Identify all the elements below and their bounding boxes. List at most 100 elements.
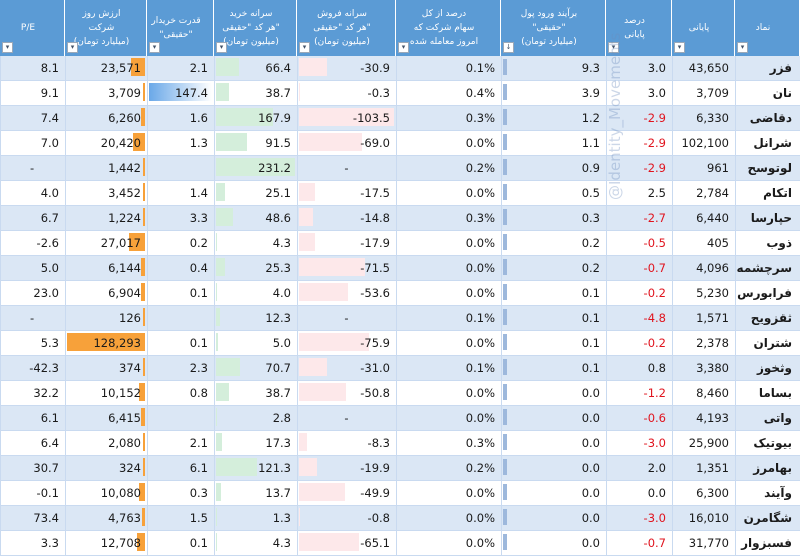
cell-pct: -2.7 [643, 211, 666, 225]
table-row[interactable]: -2.6 27,017 0.2 4.3 -17.9 0.0% 0.2 -0.5 405 ذوب [0, 231, 800, 256]
table-row[interactable]: - 1,442 231.2 - 0.2% 0.9 -2.9 961 لوتوسح [0, 156, 800, 181]
column-divider [672, 56, 673, 556]
cell-symbol[interactable]: ثقزویح [750, 311, 792, 325]
cell-symbol[interactable]: وآیند [764, 486, 792, 500]
cell-symbol[interactable]: شتران [753, 336, 792, 350]
table-row[interactable]: 73.4 4,763 1.5 1.3 -0.8 0.0% 0.0 -3.0 16,010 شگام… [0, 506, 800, 531]
filter-dropdown-icon[interactable]: ▾ [608, 42, 619, 53]
filter-dropdown-icon[interactable]: ▾ [67, 42, 78, 53]
cell-share: 0.1% [465, 61, 495, 75]
filter-dropdown-icon[interactable]: ▾ [2, 42, 13, 53]
table-row[interactable]: 7.4 6,260 1.6 167.9 -103.5 0.3% 1.2 -2.9 6,330 دق… [0, 106, 800, 131]
cell-symbol[interactable]: شگامرن [743, 511, 792, 525]
header-sell[interactable]: سرانه فروش هر کد "حقیقی" (میلیون تومان) ▾ [297, 0, 396, 56]
table-row[interactable]: 5.3 128,293 0.1 5.0 -75.9 0.0% 0.1 -0.2 2,378 شتر… [0, 331, 800, 356]
cell-pe: 23.0 [33, 286, 59, 300]
table-row[interactable]: 30.7 324 6.1 121.3 -19.9 0.2% 0.0 2.0 1,351 بهامر… [0, 456, 800, 481]
cell-sell: - [344, 161, 349, 175]
cell-symbol[interactable]: بهامرز [753, 461, 792, 475]
filter-dropdown-icon[interactable]: ▾ [299, 42, 310, 53]
table-row[interactable]: 4.0 3,452 1.4 25.1 -17.5 0.0% 0.5 2.5 2,784 اتکام [0, 181, 800, 206]
cell-symbol[interactable]: فزر [769, 61, 792, 75]
cell-symbol[interactable]: اتکام [763, 186, 792, 200]
cell-last: 6,330 [696, 111, 729, 125]
table-row[interactable]: - 126 12.3 - 0.1% 0.1 -4.8 1,571 ثقزویح [0, 306, 800, 331]
cell-value: 12,708 [100, 536, 141, 550]
table-row[interactable]: 7.0 20,420 1.3 91.5 -69.0 0.0% 1.1 -2.9 102,100 ش… [0, 131, 800, 156]
header-value[interactable]: ارزش روز شرکت (میلیارد تومان)▾ [65, 0, 147, 56]
header-buy[interactable]: سرانه خرید هر کد "حقیقی" (میلیون تومان)▾ [214, 0, 297, 56]
cell-power: 147.4 [175, 86, 208, 100]
cell-share: 0.2% [465, 161, 495, 175]
cell-symbol[interactable]: وثخوز [756, 361, 792, 375]
cell-pe: 6.1 [40, 411, 59, 425]
header-pe[interactable]: P/E ▾ [0, 0, 65, 56]
sort-desc-icon[interactable]: ↓ [503, 42, 514, 53]
flow-bar [503, 234, 507, 250]
filter-dropdown-icon[interactable]: ▾ [398, 42, 409, 53]
header-pct[interactable]: درصد پایانی ▾ [606, 0, 672, 56]
cell-pe: 9.1 [40, 86, 59, 100]
header-symbol[interactable]: نماد ▾ [735, 0, 800, 56]
cell-sell: -19.9 [360, 461, 390, 475]
value-bar [140, 283, 145, 301]
cell-symbol[interactable]: فسبزوار [741, 536, 792, 550]
cell-symbol[interactable]: حپارسا [750, 211, 792, 225]
table-row[interactable]: 23.0 6,904 0.1 4.0 -53.6 0.0% 0.1 -0.2 5,230 فراب… [0, 281, 800, 306]
filter-dropdown-icon[interactable]: ▾ [149, 42, 160, 53]
cell-value: 6,144 [108, 261, 141, 275]
cell-symbol[interactable]: شرانل [753, 136, 792, 150]
header-share[interactable]: درصد از کل سهام شرکت که امروز معامله شده… [396, 0, 501, 56]
cell-power: 0.1 [189, 336, 208, 350]
cell-buy: 48.6 [265, 211, 291, 225]
cell-buy: 66.4 [265, 61, 291, 75]
cell-flow: 0.0 [581, 536, 600, 550]
table-row[interactable]: 6.7 1,224 3.3 48.6 -14.8 0.3% 0.3 -2.7 6,440 حپار… [0, 206, 800, 231]
header-last[interactable]: پایانی ▾ [672, 0, 735, 56]
table-row[interactable]: 9.1 3,709 147.4 38.7 -0.3 0.4% 3.9 3.0 3,709 نان [0, 81, 800, 106]
cell-symbol[interactable]: بساما [758, 386, 792, 400]
cell-buy: 4.3 [272, 536, 291, 550]
header-flow[interactable]: برآیند ورود پول "حقیقی" (میلیارد تومان) ↓ [501, 0, 606, 56]
cell-value: 6,260 [108, 111, 141, 125]
cell-flow: 0.1 [581, 361, 600, 375]
sell-bar [299, 258, 365, 276]
cell-symbol[interactable]: واتی [763, 411, 792, 425]
cell-symbol[interactable]: دقاضی [749, 111, 792, 125]
cell-symbol[interactable]: بیوتیک [753, 436, 792, 450]
cell-symbol[interactable]: ذوب [766, 236, 792, 250]
value-bar [132, 133, 145, 151]
table-row[interactable]: 5.0 6,144 0.4 25.3 -71.5 0.0% 0.2 -0.7 4,096 سرچش… [0, 256, 800, 281]
flow-bar [503, 409, 507, 425]
table-row[interactable]: -0.1 10,080 0.3 13.7 -49.9 0.0% 0.0 0.0 6,300 وآی… [0, 481, 800, 506]
filter-dropdown-icon[interactable]: ▾ [674, 42, 685, 53]
filter-dropdown-icon[interactable]: ▾ [216, 42, 227, 53]
cell-sell: -14.8 [360, 211, 390, 225]
table-row[interactable]: 6.1 6,415 2.8 - 0.0% 0.0 -0.6 4,193 واتی [0, 406, 800, 431]
table-row[interactable]: 6.4 2,080 2.1 17.3 -8.3 0.3% 0.0 -3.0 25,900 بیوت… [0, 431, 800, 456]
table-row[interactable]: -42.3 374 2.3 70.7 -31.0 0.1% 0.1 0.8 3,380 وثخوز [0, 356, 800, 381]
cell-flow: 0.1 [581, 311, 600, 325]
buy-bar [216, 358, 241, 376]
cell-flow: 0.9 [581, 161, 600, 175]
cell-value: 6,415 [108, 411, 141, 425]
cell-power: 1.6 [189, 111, 208, 125]
table-row[interactable]: 3.3 12,708 0.1 4.3 -65.1 0.0% 0.0 -0.7 31,770 فسب… [0, 531, 800, 556]
table-row[interactable]: 8.1 23,571 2.1 66.4 -30.9 0.1% 9.3 3.0 43,650 فزر [0, 56, 800, 81]
filter-dropdown-icon[interactable]: ▾ [737, 42, 748, 53]
value-bar [138, 483, 145, 501]
column-divider [735, 56, 736, 556]
column-divider [606, 56, 607, 556]
cell-symbol[interactable]: لوتوسح [747, 161, 792, 175]
cell-sell: -30.9 [360, 61, 390, 75]
table-row[interactable]: 32.2 10,152 0.8 38.7 -50.8 0.0% 0.0 -1.2 8,460 بس… [0, 381, 800, 406]
cell-symbol[interactable]: سرچشمه [736, 261, 792, 275]
cell-power: 2.1 [189, 61, 208, 75]
cell-symbol[interactable]: فرابورس [737, 286, 792, 300]
header-power[interactable]: قدرت خریدار "حقیقی" ▾ [147, 0, 214, 56]
cell-value: 20,420 [100, 136, 141, 150]
cell-pct: -3.0 [643, 511, 666, 525]
sell-bar [299, 433, 307, 451]
column-divider [214, 56, 215, 556]
cell-symbol[interactable]: نان [772, 86, 792, 100]
